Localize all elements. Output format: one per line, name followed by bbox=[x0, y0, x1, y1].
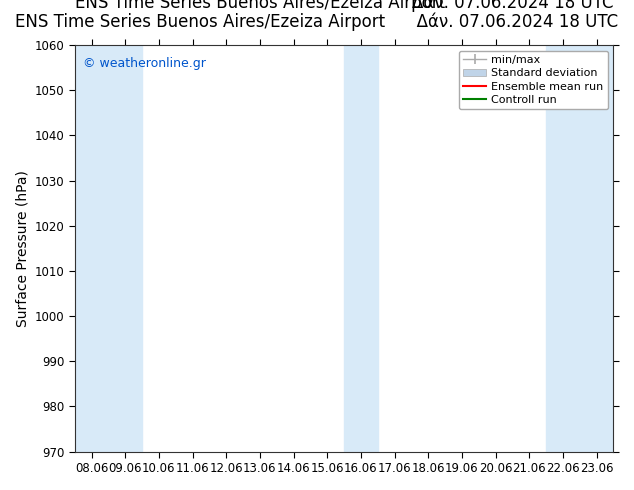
Y-axis label: Surface Pressure (hPa): Surface Pressure (hPa) bbox=[15, 170, 29, 327]
Text: © weatheronline.gr: © weatheronline.gr bbox=[83, 57, 205, 70]
Bar bbox=[546, 45, 614, 452]
Text: ENS Time Series Buenos Aires/Ezeiza Airport: ENS Time Series Buenos Aires/Ezeiza Airp… bbox=[75, 0, 445, 12]
Bar bbox=[344, 45, 378, 452]
Legend: min/max, Standard deviation, Ensemble mean run, Controll run: min/max, Standard deviation, Ensemble me… bbox=[459, 50, 608, 109]
Text: Δάν. 07.06.2024 18 UTC: Δάν. 07.06.2024 18 UTC bbox=[412, 0, 614, 12]
Text: ENS Time Series Buenos Aires/Ezeiza Airport      Δάν. 07.06.2024 18 UTC: ENS Time Series Buenos Aires/Ezeiza Airp… bbox=[15, 12, 619, 31]
Bar bbox=[75, 45, 142, 452]
